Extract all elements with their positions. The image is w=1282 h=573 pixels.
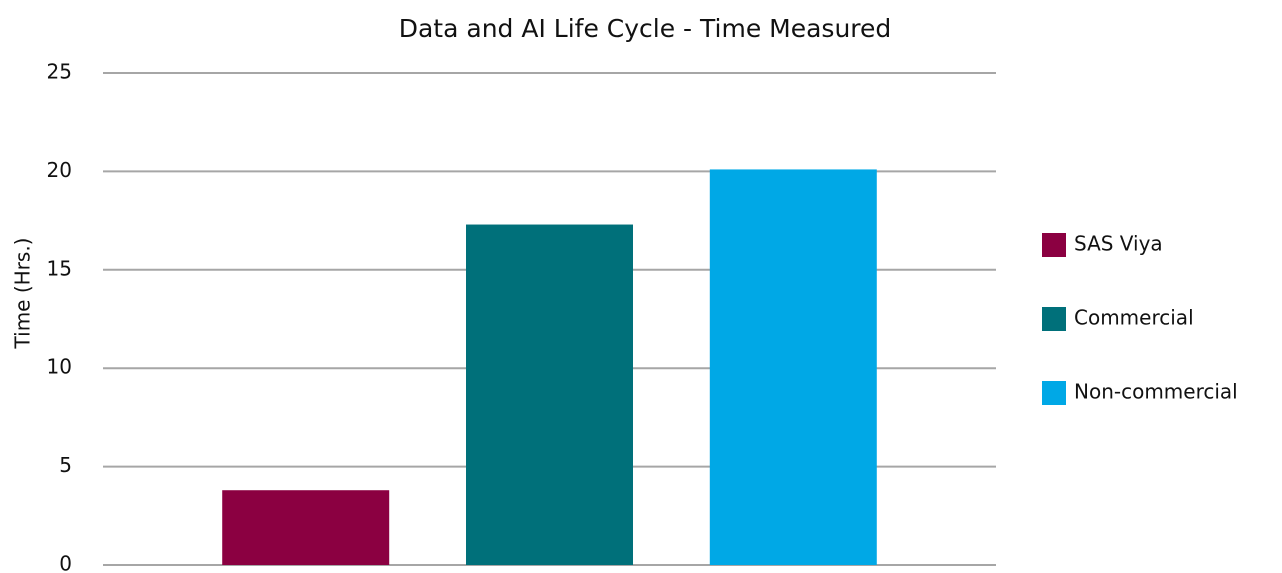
legend-swatch: [1042, 307, 1066, 331]
chart-title: Data and AI Life Cycle - Time Measured: [399, 14, 892, 43]
y-tick-label: 15: [47, 256, 72, 280]
y-tick-label: 20: [47, 158, 72, 182]
y-tick-label: 10: [47, 355, 72, 379]
legend-label: Commercial: [1074, 306, 1194, 330]
bar: [222, 490, 390, 565]
legend-swatch: [1042, 381, 1066, 405]
y-tick-label: 0: [59, 552, 72, 573]
legend-swatch: [1042, 233, 1066, 257]
legend-label: Non-commercial: [1074, 380, 1238, 404]
y-tick-label: 25: [47, 60, 72, 84]
legend-label: SAS Viya: [1074, 232, 1163, 256]
bar: [709, 169, 877, 565]
y-axis-label: Time (Hrs.): [11, 238, 35, 350]
y-tick-label: 5: [59, 453, 72, 477]
bar: [466, 224, 633, 565]
